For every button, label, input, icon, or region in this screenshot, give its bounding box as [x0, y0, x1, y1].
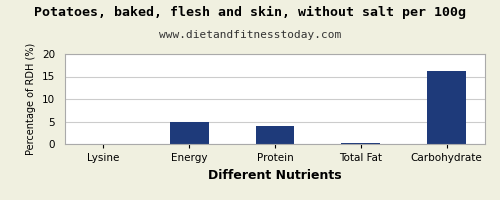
Bar: [170, 121, 208, 144]
Bar: [428, 71, 466, 144]
Bar: [256, 126, 294, 144]
Text: www.dietandfitnesstoday.com: www.dietandfitnesstoday.com: [159, 30, 341, 40]
X-axis label: Different Nutrients: Different Nutrients: [208, 169, 342, 182]
Y-axis label: Percentage of RDH (%): Percentage of RDH (%): [26, 43, 36, 155]
Text: Potatoes, baked, flesh and skin, without salt per 100g: Potatoes, baked, flesh and skin, without…: [34, 6, 466, 19]
Bar: [342, 143, 380, 144]
